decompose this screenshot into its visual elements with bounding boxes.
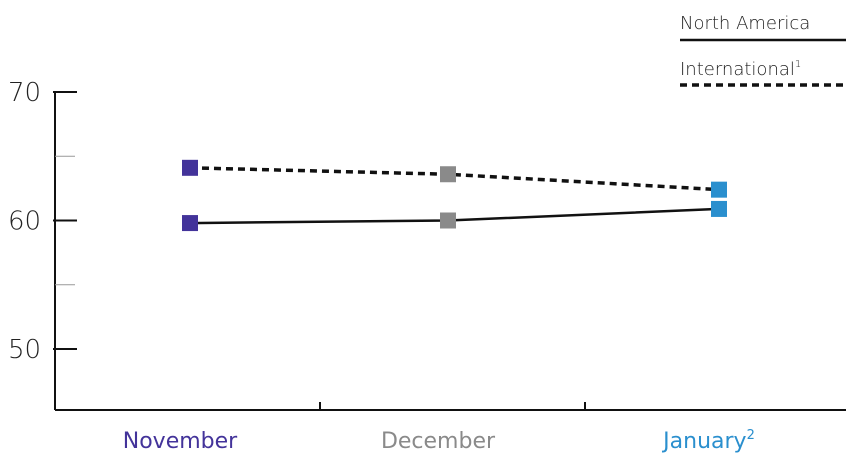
category-label-november: November [123, 429, 238, 454]
category-labels: November December January2 [123, 428, 755, 454]
series-markers [182, 159, 727, 232]
y-tick-label: 70 [8, 78, 41, 108]
y-ticks: 50 60 70 [8, 78, 77, 365]
data-point-international-january [711, 181, 727, 198]
y-tick-label: 50 [8, 335, 41, 365]
data-point-north-america-january [711, 200, 727, 217]
data-point-north-america-november [182, 215, 198, 232]
category-label-january: January2 [661, 428, 755, 454]
y-tick-label: 60 [8, 207, 41, 237]
data-point-international-december [440, 166, 456, 183]
legend: North America International1 [680, 13, 846, 87]
category-label-december: December [381, 429, 496, 454]
legend-label-international: International1 [680, 59, 801, 80]
legend-label-north-america: North America [680, 13, 810, 34]
data-point-north-america-december [440, 212, 456, 229]
x-ticks [319, 402, 586, 410]
data-point-international-november [182, 159, 198, 176]
